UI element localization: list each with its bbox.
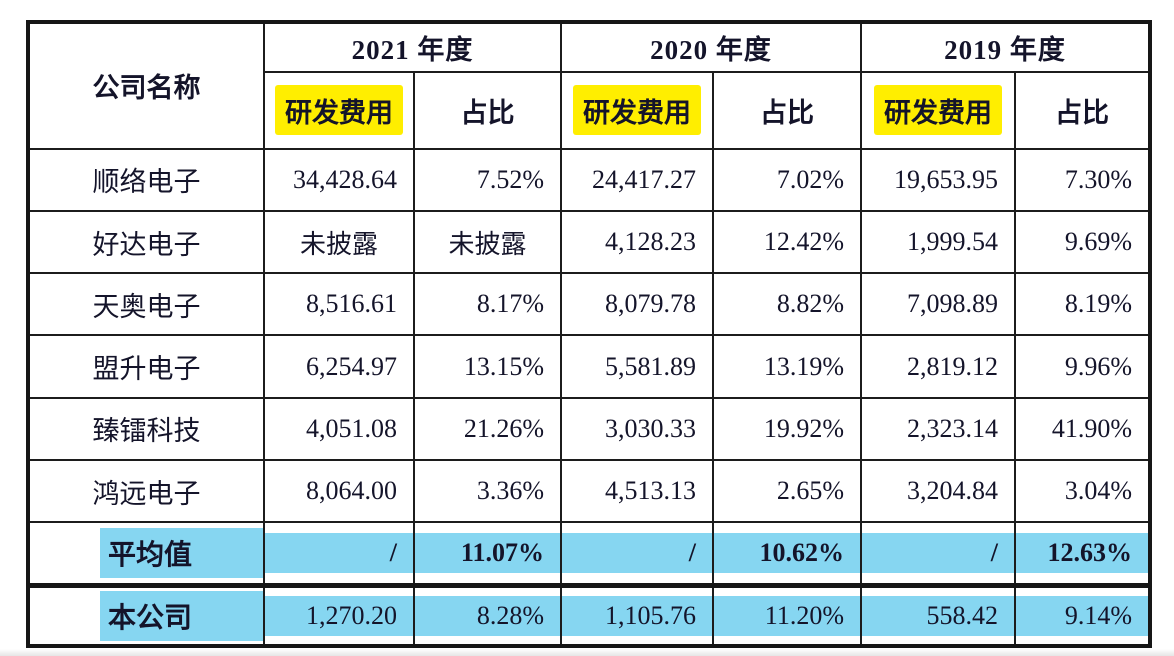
value-cell: 13.15% [413,334,562,399]
value-cell: 558.42 [860,584,1016,648]
cyan-highlight: / [266,533,412,574]
cyan-highlight: 9.14% [1017,596,1148,637]
our-company-label-cell: 本公司 [27,584,265,648]
header-ratio-2019: 占比 [1014,71,1151,150]
company-name-cell: 天奥电子 [27,272,265,337]
value-cell: 8,516.61 [263,272,415,337]
company-name-cell: 盟升电子 [27,334,265,399]
value-cell: 9.69% [1014,209,1151,275]
cyan-highlight: / [863,533,1013,574]
cyan-highlight: 11.20% [715,596,859,637]
value-cell: 3,030.33 [560,396,714,462]
cyan-highlight: 10.62% [715,533,859,574]
cyan-highlight: 11.07% [416,533,559,574]
value-cell: 7.52% [413,147,562,212]
header-rd-expense-2019: 研发费用 [860,71,1016,150]
cyan-highlight: / [563,533,711,574]
cyan-highlight: 本公司 [100,591,262,642]
value-cell: 4,128.23 [560,209,714,275]
value-cell: 4,513.13 [560,459,714,524]
value-cell: 9.14% [1014,584,1151,648]
header-year-2019: 2019 年度 [860,20,1151,74]
yellow-highlight: 研发费用 [874,85,1002,136]
table-row-haoda: 好达电子 未披露 未披露 4,128.23 12.42% 1,999.54 9.… [27,209,1151,275]
table-row-zhenlei: 臻镭科技 4,051.08 21.26% 3,030.33 19.92% 2,3… [27,396,1151,462]
cyan-highlight: 8.28% [416,596,559,637]
value-cell: 6,254.97 [263,334,415,399]
yellow-highlight: 研发费用 [275,85,403,136]
table-row-shunluo: 顺络电子 34,428.64 7.52% 24,417.27 7.02% 19,… [27,147,1151,212]
company-name-cell: 鸿远电子 [27,459,265,524]
value-cell: 19.92% [712,396,862,462]
header-row-years: 公司名称 2021 年度 2020 年度 2019 年度 [27,20,1151,150]
cyan-highlight: 12.63% [1017,533,1148,574]
value-cell: 10.62% [712,521,862,589]
value-cell: 9.96% [1014,334,1151,399]
value-cell: 8.17% [413,272,562,337]
cyan-highlight: 1,105.76 [563,596,711,637]
value-cell: 21.26% [413,396,562,462]
value-cell: 未披露 [413,209,562,275]
value-cell: 3.36% [413,459,562,524]
rd-expense-comparison-table: 公司名称 2021 年度 2020 年度 2019 年度 研发费用 占比 研发费… [26,20,1152,648]
value-cell: 19,653.95 [860,147,1016,212]
value-cell: / [860,521,1016,589]
header-rd-expense-2020: 研发费用 [560,71,714,150]
value-cell: 3.04% [1014,459,1151,524]
header-rd-expense-2021: 研发费用 [263,71,415,150]
company-name-cell: 顺络电子 [27,147,265,212]
header-company-name: 公司名称 [27,21,265,150]
value-cell: 8,064.00 [263,459,415,524]
value-cell: 3,204.84 [860,459,1016,524]
value-cell: 1,270.20 [263,584,415,648]
value-cell: 34,428.64 [263,147,415,212]
value-cell: 7.02% [712,147,862,212]
value-cell: 41.90% [1014,396,1151,462]
company-name-cell: 臻镭科技 [27,396,265,462]
value-cell: 未披露 [263,209,415,275]
table-row-tianao: 天奥电子 8,516.61 8.17% 8,079.78 8.82% 7,098… [27,272,1151,337]
company-name-cell: 好达电子 [27,209,265,275]
value-cell: 11.07% [413,521,562,589]
header-ratio-2021: 占比 [413,71,562,150]
value-cell: 8.82% [712,272,862,337]
cyan-highlight: 平均值 [100,528,262,579]
yellow-highlight: 研发费用 [573,85,701,136]
value-cell: 13.19% [712,334,862,399]
value-cell: 1,105.76 [560,584,714,648]
value-cell: 7.30% [1014,147,1151,212]
value-cell: 8.28% [413,584,562,648]
value-cell: / [560,521,714,589]
header-row-metrics: 研发费用 占比 研发费用 占比 研发费用 占比 [28,71,1151,150]
value-cell: 2.65% [712,459,862,524]
value-cell: 2,323.14 [860,396,1016,462]
value-cell: 1,999.54 [860,209,1016,275]
value-cell: 12.42% [712,209,862,275]
header-year-2020: 2020 年度 [560,20,862,74]
header-year-2021: 2021 年度 [263,20,562,74]
average-label-cell: 平均值 [27,521,265,589]
value-cell: 2,819.12 [860,334,1016,399]
value-cell: 12.63% [1014,521,1151,589]
value-cell: 4,051.08 [263,396,415,462]
value-cell: 8,079.78 [560,272,714,337]
table-row-our-company: 本公司 1,270.20 8.28% 1,105.76 11.20% 558.4… [27,584,1151,648]
cyan-highlight: 558.42 [863,596,1013,637]
value-cell: 8.19% [1014,272,1151,337]
value-cell: / [263,521,415,589]
table-row-hongyuan: 鸿远电子 8,064.00 3.36% 4,513.13 2.65% 3,204… [27,459,1151,524]
value-cell: 24,417.27 [560,147,714,212]
header-ratio-2020: 占比 [712,71,862,150]
value-cell: 5,581.89 [560,334,714,399]
value-cell: 7,098.89 [860,272,1016,337]
cyan-highlight: 1,270.20 [266,596,412,637]
table-row-average: 平均值 / 11.07% / 10.62% / 12.63% [27,521,1151,589]
table-row-mengsheng: 盟升电子 6,254.97 13.15% 5,581.89 13.19% 2,8… [27,334,1151,399]
value-cell: 11.20% [712,584,862,648]
